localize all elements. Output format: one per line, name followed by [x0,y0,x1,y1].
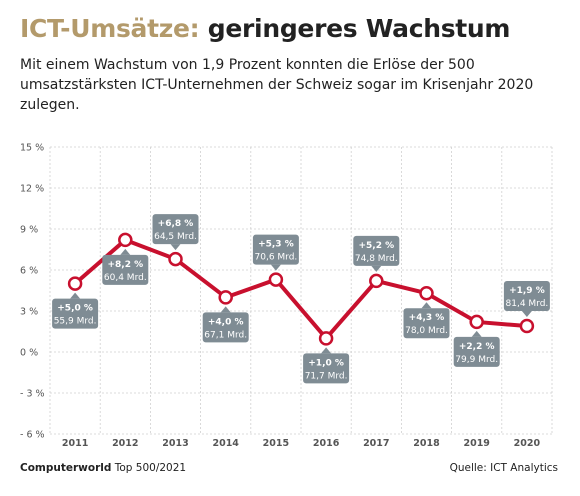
y-tick-label: - 6 % [20,430,45,441]
y-tick-label: 15 % [20,143,44,154]
y-tick-label: 0 % [20,348,38,359]
data-label: +1,9 % 81,4 Mrd. [503,281,550,318]
data-point [118,232,133,248]
x-tick-label: 2011 [62,438,88,449]
data-point [168,251,183,267]
data-label-growth: +4,0 % [208,317,244,327]
data-label-revenue: 64,5 Mrd. [154,232,197,242]
data-label-growth: +4,3 % [409,313,445,323]
page-title: ICT-Umsätze: geringeres Wachstum [20,14,510,43]
data-point [419,285,434,301]
data-label-growth: +5,2 % [358,241,394,251]
x-tick-label: 2012 [112,438,138,449]
title-rest: geringeres Wachstum [207,14,511,43]
data-label-pointer [220,306,231,313]
data-label-pointer [521,311,532,318]
data-label-growth: +6,8 % [158,219,194,229]
data-label: +4,0 % 67,1 Mrd. [202,306,249,343]
data-label-box [152,214,199,245]
data-label-growth: +8,2 % [107,260,143,270]
data-label: +4,3 % 78,0 Mrd. [403,302,450,339]
data-label-box [353,235,400,266]
data-label-revenue: 78,0 Mrd. [405,326,448,336]
data-label-box [503,281,550,312]
data-label-pointer [321,347,332,354]
data-label-pointer [471,330,482,337]
data-label-revenue: 70,6 Mrd. [255,253,298,263]
brand-suffix: Top 500/2021 [114,462,187,474]
data-point [369,273,384,289]
data-label-pointer [70,292,81,299]
data-label-pointer [421,302,432,309]
y-tick-label: - 3 % [20,389,45,400]
x-tick-label: 2019 [463,438,489,449]
data-point [67,276,83,291]
x-tick-label: 2013 [162,438,188,449]
data-label-revenue: 74,8 Mrd. [355,254,398,264]
y-tick-label: 6 % [20,266,38,277]
source-note: Quelle: ICT Analytics [449,462,558,474]
data-label-box [202,312,249,343]
data-label-pointer [371,265,382,272]
x-tick-label: 2016 [313,438,340,449]
data-point [268,272,284,287]
data-label-growth: +1,0 % [308,358,344,368]
brand-name: Computerworld [20,462,112,474]
data-label-box [102,254,149,285]
data-label: +8,2 % 60,4 Mrd. [102,248,149,285]
data-label-revenue: 60,4 Mrd. [104,273,147,283]
x-tick-label: 2018 [413,438,440,449]
x-tick-label: 2020 [514,438,541,449]
data-label: +2,2 % 79,9 Mrd. [453,330,500,367]
x-tick-label: 2014 [212,438,239,449]
data-label-revenue: 81,4 Mrd. [506,299,549,309]
y-tick-label: 3 % [20,307,38,318]
data-label-growth: +5,3 % [258,240,294,250]
subtitle: Mit einem Wachstum von 1,9 Prozent konnt… [20,57,534,113]
x-tick-label: 2017 [363,438,389,449]
data-label-revenue: 55,9 Mrd. [54,317,97,327]
x-tick-label: 2015 [263,438,289,449]
data-point [218,290,233,305]
y-tick-label: 9 % [20,225,38,236]
data-label: +6,8 % 64,5 Mrd. [152,214,199,251]
data-point [469,314,484,330]
data-label-box [52,298,99,329]
data-label-box [303,353,350,384]
data-label-box [252,234,299,265]
data-label-growth: +5,0 % [57,304,93,314]
data-label-box [403,308,450,339]
data-label-pointer [270,264,281,271]
data-label-growth: +1,9 % [509,286,545,296]
data-label-growth: +2,2 % [459,342,495,352]
series-line [73,237,528,341]
title-accent: ICT-Umsätze: [20,14,200,43]
data-label-revenue: 67,1 Mrd. [204,330,247,340]
data-label-pointer [170,244,181,251]
data-label-box [453,336,500,367]
data-label-pointer [120,248,131,255]
data-label: +5,3 % 70,6 Mrd. [252,234,299,271]
data-point [318,331,334,346]
data-label-revenue: 79,9 Mrd. [455,355,498,365]
y-tick-label: 12 % [20,184,44,195]
data-label-revenue: 71,7 Mrd. [305,371,348,381]
data-point [519,318,535,334]
data-label: +1,0 % 71,7 Mrd. [303,347,350,384]
data-label: +5,0 % 55,9 Mrd. [52,292,99,329]
footer-brand: Computerworld Top 500/2021 [20,462,186,474]
data-label: +5,2 % 74,8 Mrd. [353,235,400,272]
